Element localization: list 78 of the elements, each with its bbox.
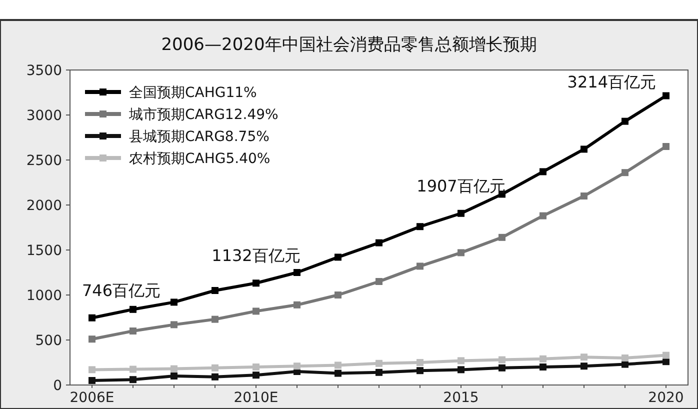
point <box>622 118 628 125</box>
point <box>130 366 136 373</box>
point <box>376 278 382 285</box>
point <box>88 314 96 322</box>
point <box>130 306 136 313</box>
point <box>294 362 300 370</box>
annotation: 746百亿元 <box>82 280 161 300</box>
point <box>662 352 670 359</box>
point <box>212 316 218 323</box>
legend-label: 城市预期CARG12.49% <box>128 107 278 123</box>
y-tick-label: 1500 <box>26 243 62 259</box>
point <box>580 354 588 361</box>
point <box>458 357 464 364</box>
point <box>622 354 628 362</box>
point <box>416 359 424 366</box>
annotation: 1907百亿元 <box>416 176 506 196</box>
point <box>334 292 342 298</box>
point <box>622 360 628 368</box>
point <box>376 360 382 367</box>
point <box>416 367 424 374</box>
point <box>212 373 218 380</box>
y-tick-label: 2000 <box>26 198 62 214</box>
legend-label: 全国预期CAHG11% <box>129 85 257 101</box>
point <box>662 143 670 150</box>
point <box>580 362 588 370</box>
y-tick-label: 3500 <box>26 63 62 79</box>
point <box>416 262 424 270</box>
y-tick-label: 0 <box>53 378 62 394</box>
point <box>540 355 546 362</box>
y-tick-label: 2500 <box>26 153 62 169</box>
point <box>252 364 260 370</box>
point <box>130 328 136 334</box>
point <box>130 376 136 384</box>
point <box>540 168 546 176</box>
y-tick-label: 3000 <box>26 108 62 124</box>
point <box>170 321 178 328</box>
point <box>170 298 178 306</box>
chart-title: 2006—2020年中国社会消费品零售总额增长预期 <box>161 35 537 55</box>
x-tick-label: 2020 <box>648 390 684 406</box>
point <box>294 301 300 308</box>
point <box>540 364 546 370</box>
point <box>662 92 670 100</box>
legend-label: 农村预期CAHG5.40% <box>129 151 270 167</box>
point <box>376 239 382 246</box>
point <box>498 364 506 372</box>
point <box>88 336 96 343</box>
point <box>170 372 178 380</box>
point <box>294 269 300 276</box>
point <box>580 192 588 200</box>
x-tick-label: 2006E <box>70 390 114 406</box>
point <box>212 364 218 372</box>
point <box>498 234 506 241</box>
point <box>458 366 464 374</box>
point <box>580 146 588 153</box>
point <box>622 169 628 176</box>
point <box>498 356 506 364</box>
point <box>88 366 96 374</box>
point <box>334 370 342 377</box>
point <box>212 287 218 294</box>
point <box>540 212 546 220</box>
point <box>416 223 424 230</box>
y-tick-label: 500 <box>35 333 62 349</box>
point <box>334 254 342 261</box>
point <box>458 210 464 217</box>
annotation: 3214百亿元 <box>567 72 656 92</box>
point <box>458 249 464 256</box>
x-tick-label: 2015 <box>443 390 479 406</box>
point <box>88 377 96 384</box>
point <box>170 365 178 372</box>
point <box>252 308 260 315</box>
annotation: 1132百亿元 <box>212 246 300 266</box>
y-tick-label: 1000 <box>26 288 62 304</box>
point <box>376 368 382 376</box>
point <box>334 362 342 369</box>
point <box>252 280 260 287</box>
point <box>252 372 260 379</box>
legend-label: 县城预期CARG8.75% <box>129 129 270 145</box>
x-tick-label: 2010E <box>234 390 278 406</box>
